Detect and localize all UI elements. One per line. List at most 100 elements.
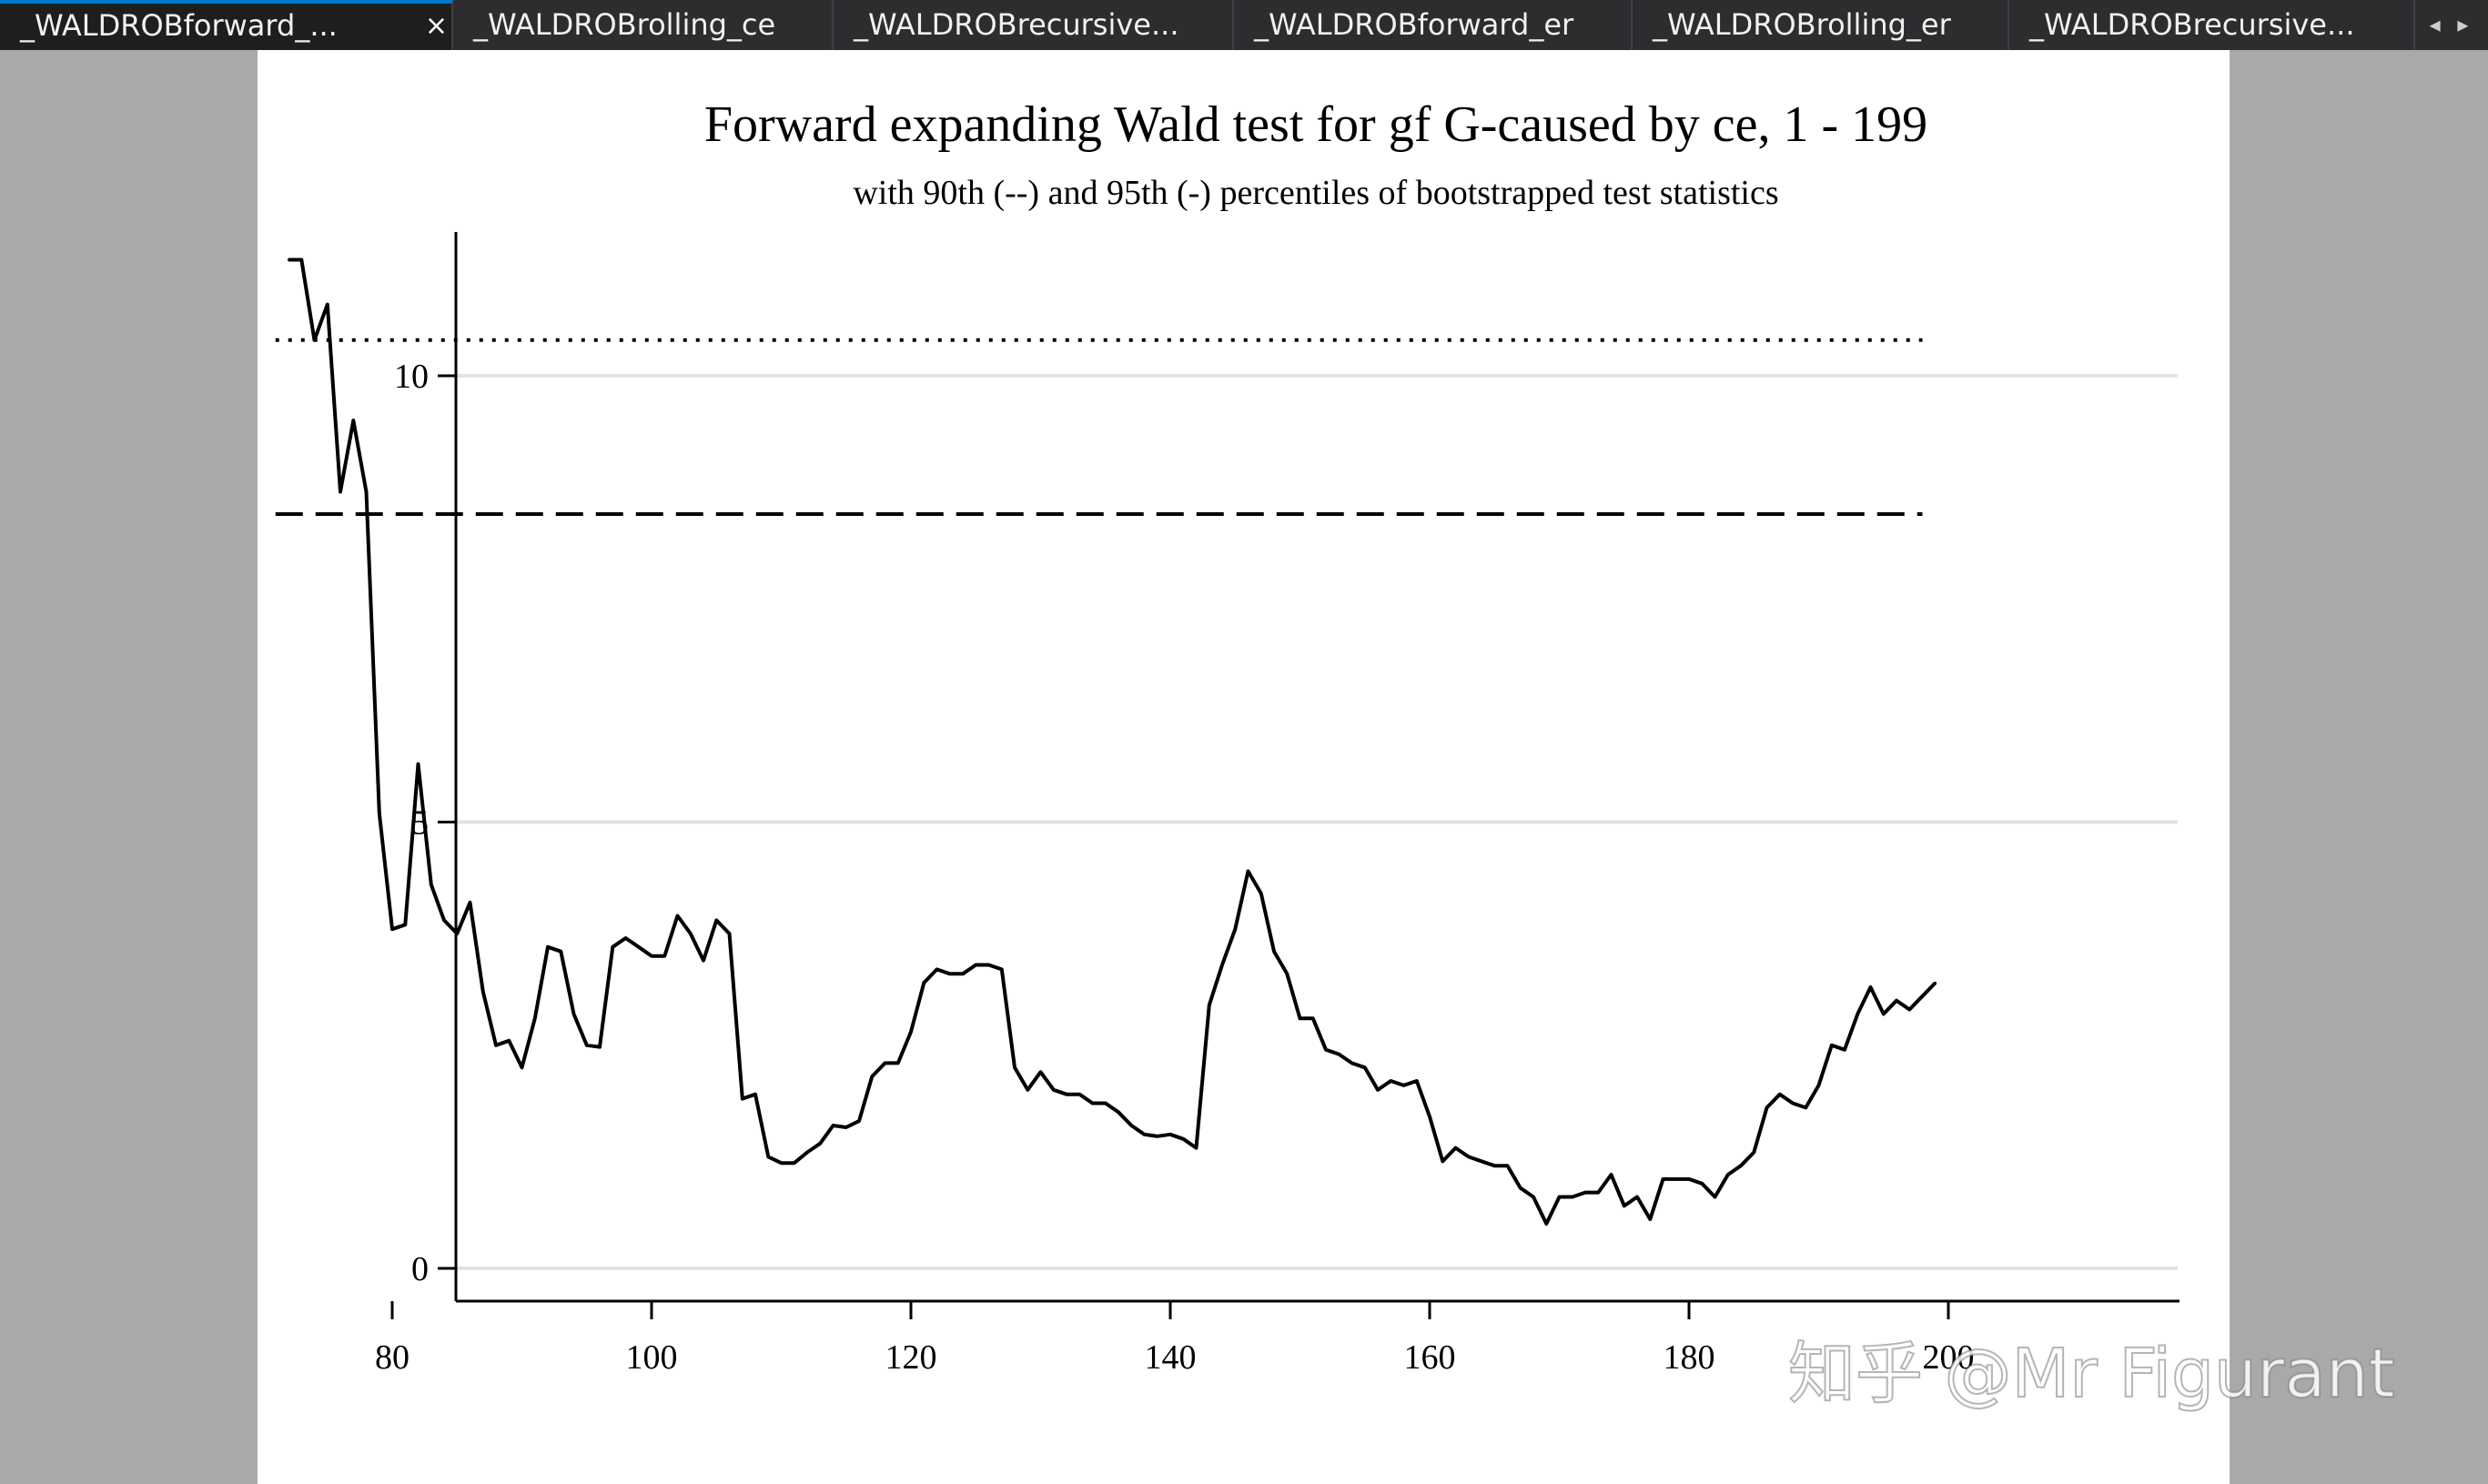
tab-scroll-arrows-icon[interactable]: ◂ ▸ xyxy=(2415,0,2488,50)
data-point xyxy=(1065,1093,1068,1095)
tab-label: _WALDROBforward_... xyxy=(20,8,338,43)
data-point xyxy=(975,964,977,966)
close-icon[interactable]: × xyxy=(424,10,448,42)
data-point xyxy=(546,945,550,948)
data-point xyxy=(896,1062,899,1065)
data-point xyxy=(585,1044,588,1047)
tab-waldrob-rolling-er[interactable]: _WALDROBrolling_er xyxy=(1633,0,2009,50)
data-point xyxy=(417,762,420,765)
data-point xyxy=(378,812,380,814)
data-point xyxy=(1882,1013,1885,1015)
tab-waldrob-recursive-er[interactable]: _WALDROBrecursive... xyxy=(2009,0,2415,50)
tab-waldrob-forward-er[interactable]: _WALDROBforward_er xyxy=(1234,0,1633,50)
data-point xyxy=(1052,1088,1055,1092)
data-point xyxy=(1791,1102,1795,1105)
data-point xyxy=(1506,1165,1509,1167)
data-point xyxy=(1415,1079,1419,1083)
data-point xyxy=(1753,1151,1755,1154)
document-tab-bar: _WALDROBforward_... × _WALDROBrolling_ce… xyxy=(0,0,2488,50)
data-point xyxy=(689,932,692,935)
data-point xyxy=(404,924,407,926)
data-point xyxy=(481,990,484,994)
x-tick-label: 200 xyxy=(1923,1338,1975,1377)
data-point xyxy=(533,1017,536,1020)
tab-label: _WALDROBforward_er xyxy=(1254,7,1574,42)
data-point xyxy=(1856,1013,1859,1015)
y-tick-label: 10 xyxy=(394,358,429,396)
data-point xyxy=(430,883,432,886)
data-point xyxy=(624,936,627,940)
y-tick-label: 0 xyxy=(411,1250,429,1288)
data-point xyxy=(1350,1062,1353,1065)
data-point xyxy=(1013,1066,1016,1069)
data-point xyxy=(442,919,446,922)
data-point xyxy=(1390,1079,1392,1083)
data-point xyxy=(987,964,990,966)
data-point xyxy=(1195,1146,1198,1149)
data-point xyxy=(1454,1146,1457,1149)
data-point xyxy=(1493,1165,1496,1167)
data-point xyxy=(948,973,951,975)
data-point xyxy=(805,1151,809,1154)
data-point xyxy=(715,919,718,922)
data-point xyxy=(598,1045,602,1048)
data-point xyxy=(287,258,290,261)
data-point xyxy=(1272,950,1276,953)
data-point xyxy=(1000,968,1003,971)
data-point xyxy=(1649,1217,1652,1221)
data-point xyxy=(1156,1135,1158,1138)
data-point xyxy=(1338,1053,1340,1055)
data-point xyxy=(793,1162,795,1165)
data-point xyxy=(1259,892,1263,895)
data-point xyxy=(1182,1137,1185,1141)
data-point xyxy=(936,968,938,971)
data-point xyxy=(1623,1205,1626,1207)
data-point xyxy=(637,945,640,948)
data-point xyxy=(1687,1177,1691,1181)
series-layer xyxy=(287,257,1937,1226)
data-point xyxy=(1220,964,1224,966)
data-point xyxy=(1532,1196,1535,1198)
data-point xyxy=(494,1044,498,1047)
data-point xyxy=(1714,1196,1716,1198)
data-point xyxy=(1895,999,1898,1002)
data-point xyxy=(1078,1093,1081,1095)
data-point xyxy=(1843,1048,1846,1051)
data-point xyxy=(1635,1196,1639,1198)
percentile-lines xyxy=(275,338,1923,517)
data-point xyxy=(1765,1106,1768,1109)
x-tick-label: 180 xyxy=(1664,1338,1715,1377)
data-point xyxy=(1558,1196,1561,1198)
chart-title: Forward expanding Wald test for gf G-cau… xyxy=(704,96,1927,153)
data-point xyxy=(1934,981,1937,984)
data-point xyxy=(1234,928,1237,931)
data-point xyxy=(300,258,303,261)
data-point xyxy=(1286,973,1289,975)
data-point xyxy=(469,901,471,904)
data-point xyxy=(1610,1173,1613,1176)
data-point xyxy=(1597,1191,1600,1194)
data-point xyxy=(1143,1133,1146,1136)
tab-waldrob-recursive-ce[interactable]: _WALDROBrecursive... xyxy=(834,0,1234,50)
tab-waldrob-rolling-ce[interactable]: _WALDROBrolling_ce xyxy=(453,0,834,50)
wald-statistic-line xyxy=(288,257,1937,1226)
data-point xyxy=(1519,1186,1522,1189)
data-point xyxy=(741,1097,743,1100)
tab-waldrob-forward-ce[interactable]: _WALDROBforward_... × xyxy=(0,0,453,50)
data-point xyxy=(650,954,653,957)
data-point xyxy=(1805,1106,1807,1109)
data-point xyxy=(1583,1191,1587,1194)
x-tick-label: 100 xyxy=(626,1338,678,1377)
data-point xyxy=(1130,1124,1133,1127)
x-tick-label: 120 xyxy=(885,1338,937,1377)
data-point xyxy=(1299,1017,1301,1020)
data-point xyxy=(1168,1133,1172,1136)
watermark: 知乎 @Mr Figurant xyxy=(1787,1334,2396,1414)
data-point xyxy=(1027,1088,1029,1092)
data-point xyxy=(923,981,925,984)
data-point xyxy=(961,973,965,975)
data-point xyxy=(1908,1008,1911,1011)
data-point xyxy=(728,932,731,935)
tab-label: _WALDROBrecursive... xyxy=(854,7,1179,42)
